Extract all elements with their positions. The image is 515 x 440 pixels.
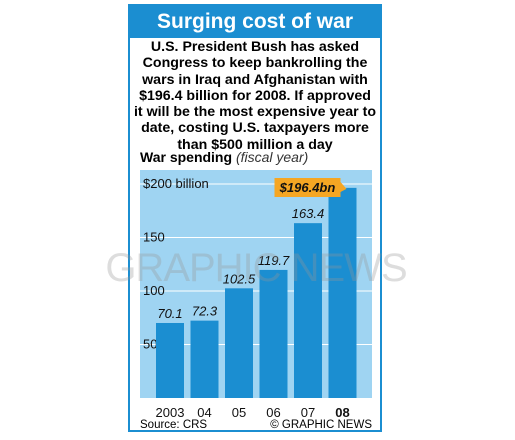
y-tick-label: 100 — [143, 283, 165, 298]
value-label: 163.4 — [292, 206, 325, 221]
callout-pointer — [340, 182, 347, 192]
chart-area: 50 100 150 $200 billion 70.1 2003 72.3 04 102.5 0… — [140, 170, 372, 420]
bar — [156, 322, 184, 398]
category-label: 2003 — [156, 405, 185, 420]
y-tick-label: $200 billion — [143, 176, 209, 191]
value-label: 119.7 — [258, 253, 290, 268]
credit-note: © GRAPHIC NEWS — [270, 419, 372, 431]
category-label: 04 — [197, 405, 211, 420]
page-title: Surging cost of war — [130, 6, 380, 38]
category-label: 05 — [232, 405, 246, 420]
chart-title: War spending — [140, 149, 233, 165]
chart-heading: War spending (fiscal year) — [140, 149, 308, 165]
bar — [190, 320, 219, 398]
category-label: 07 — [301, 405, 315, 420]
callout-box — [274, 178, 341, 197]
category-label: 08 — [335, 405, 349, 420]
category-label: 06 — [266, 405, 280, 420]
value-label: 70.1 — [157, 306, 182, 321]
bar-chart: 50 100 150 $200 billion 70.1 2003 72.3 04 102.5 0… — [140, 176, 372, 420]
value-label: $196.4bn — [279, 180, 336, 195]
intro-text: U.S. President Bush has asked Congress t… — [133, 39, 377, 153]
source-note: Source: CRS — [140, 419, 208, 431]
watermark: GRAPHIC NEWS — [105, 246, 407, 290]
y-tick-label: 50 — [143, 337, 157, 352]
y-tick-label: 150 — [143, 230, 165, 245]
bar — [328, 187, 357, 398]
chart-subtitle: (fiscal year) — [235, 149, 309, 165]
infographic-card: Surging cost of war U.S. President Bush … — [128, 4, 382, 432]
bar — [225, 288, 253, 398]
bar — [259, 269, 288, 398]
value-label: 102.5 — [223, 271, 256, 286]
value-label: 72.3 — [192, 304, 218, 319]
bar — [294, 223, 322, 398]
